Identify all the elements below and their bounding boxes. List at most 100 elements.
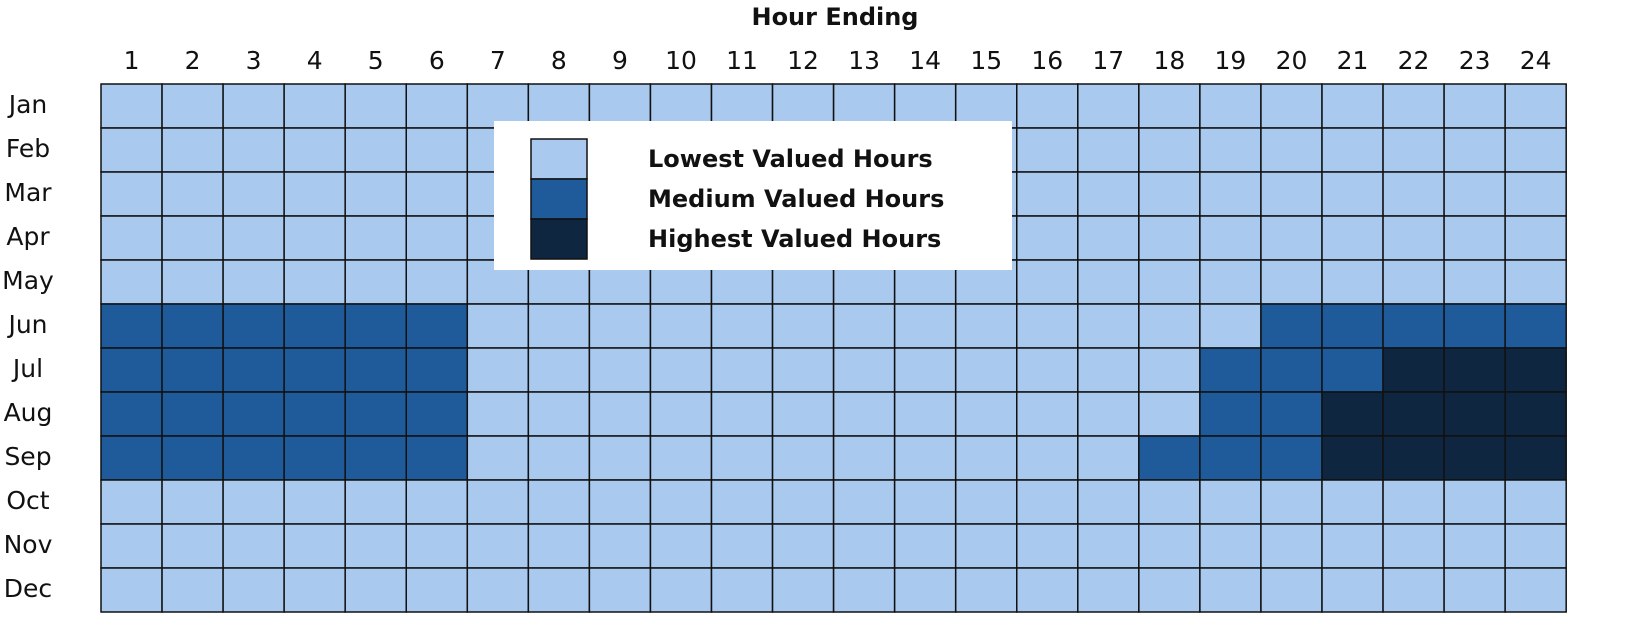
cell — [893, 479, 957, 525]
x-tick-label: 3 — [246, 46, 262, 75]
cell — [100, 259, 163, 305]
cell — [1260, 479, 1323, 525]
cell — [1504, 215, 1567, 261]
cell — [954, 479, 1018, 525]
cell — [283, 347, 346, 393]
cell — [283, 171, 346, 217]
cell — [1016, 215, 1079, 261]
cell — [1016, 435, 1079, 481]
cell — [1199, 83, 1262, 129]
x-tick-label: 14 — [909, 46, 941, 75]
y-tick-label: Jul — [11, 354, 43, 383]
cell — [1199, 391, 1262, 437]
y-tick-label: Dec — [4, 574, 52, 603]
cell — [100, 523, 163, 569]
cell — [1443, 127, 1506, 173]
cell — [1504, 259, 1567, 305]
cell — [222, 259, 285, 305]
cell — [1504, 435, 1567, 481]
cell — [222, 523, 285, 569]
cell — [1260, 523, 1323, 569]
cell — [405, 391, 469, 437]
cell — [1321, 567, 1384, 613]
cell — [344, 523, 408, 569]
cell — [1382, 171, 1445, 217]
legend-swatch — [530, 178, 588, 220]
legend-label: Medium Valued Hours — [648, 185, 944, 213]
cell — [1199, 347, 1262, 393]
cell — [1321, 259, 1384, 305]
cell — [1138, 171, 1201, 217]
cell — [222, 83, 285, 129]
cell — [588, 523, 652, 569]
cell — [771, 567, 835, 613]
x-tick-label: 15 — [970, 46, 1002, 75]
cell — [100, 215, 163, 261]
cell — [893, 523, 957, 569]
cell — [344, 171, 408, 217]
cell — [344, 391, 408, 437]
cell — [588, 479, 652, 525]
cell — [1138, 523, 1201, 569]
legend-swatch — [530, 218, 588, 260]
cell — [1077, 567, 1140, 613]
legend-label: Lowest Valued Hours — [648, 145, 933, 173]
x-tick-label: 16 — [1031, 46, 1063, 75]
cell — [1504, 567, 1567, 613]
cell — [710, 567, 774, 613]
cell — [283, 567, 346, 613]
cell — [1016, 303, 1079, 349]
cell — [1321, 83, 1384, 129]
cell — [222, 171, 285, 217]
cell — [588, 567, 652, 613]
x-tick-label: 21 — [1337, 46, 1369, 75]
cell — [283, 479, 346, 525]
cell — [1504, 127, 1567, 173]
cell — [283, 83, 346, 129]
cell — [1199, 127, 1262, 173]
cell — [954, 523, 1018, 569]
legend-swatch — [530, 138, 588, 180]
cell — [100, 435, 163, 481]
x-tick-label: 24 — [1520, 46, 1552, 75]
cell — [283, 523, 346, 569]
cell — [1077, 435, 1140, 481]
cell — [466, 83, 530, 129]
cell — [1138, 479, 1201, 525]
cell — [344, 435, 408, 481]
x-tick-label: 9 — [612, 46, 628, 75]
cell — [527, 435, 591, 481]
cell — [954, 303, 1018, 349]
cell — [1016, 259, 1079, 305]
cell — [222, 479, 285, 525]
cell — [1138, 259, 1201, 305]
cell — [1321, 479, 1384, 525]
x-tick-label: 20 — [1276, 46, 1308, 75]
x-tick-label: 17 — [1092, 46, 1124, 75]
cell — [832, 523, 896, 569]
cell — [649, 567, 713, 613]
y-tick-label: Aug — [4, 398, 53, 427]
cell — [100, 391, 163, 437]
cell — [1382, 567, 1445, 613]
cell — [1016, 347, 1079, 393]
cell — [1199, 259, 1262, 305]
cell — [1199, 171, 1262, 217]
cell — [1382, 479, 1445, 525]
cell — [466, 391, 530, 437]
cell — [161, 391, 224, 437]
cell — [1321, 303, 1384, 349]
cell — [1382, 435, 1445, 481]
cell — [1138, 303, 1201, 349]
cell — [832, 479, 896, 525]
cell — [1077, 391, 1140, 437]
cell — [222, 127, 285, 173]
cell — [405, 303, 469, 349]
x-tick-label: 5 — [368, 46, 384, 75]
cell — [344, 259, 408, 305]
cell — [527, 303, 591, 349]
cell — [954, 567, 1018, 613]
cell — [1260, 127, 1323, 173]
cell — [344, 127, 408, 173]
cell — [1443, 479, 1506, 525]
